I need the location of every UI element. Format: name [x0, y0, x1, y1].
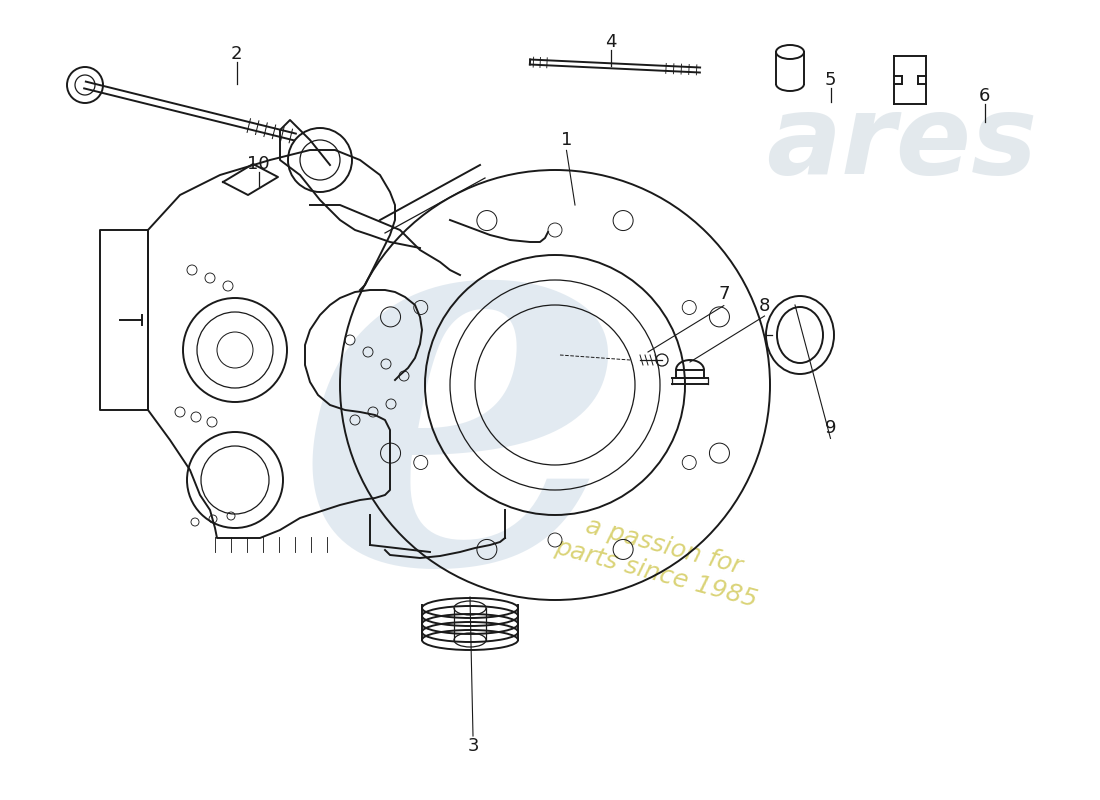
Text: 3: 3 [468, 737, 478, 754]
Text: 8: 8 [759, 297, 770, 314]
Text: ares: ares [767, 90, 1037, 198]
Text: 1: 1 [561, 131, 572, 149]
Text: 10: 10 [248, 155, 270, 173]
Text: 6: 6 [979, 87, 990, 105]
Text: a passion for
parts since 1985: a passion for parts since 1985 [552, 508, 768, 612]
Text: 9: 9 [825, 419, 836, 437]
Text: 4: 4 [605, 33, 616, 50]
Text: 7: 7 [718, 286, 729, 303]
Text: 5: 5 [825, 71, 836, 89]
Text: e: e [294, 160, 630, 672]
Text: 2: 2 [231, 46, 242, 63]
